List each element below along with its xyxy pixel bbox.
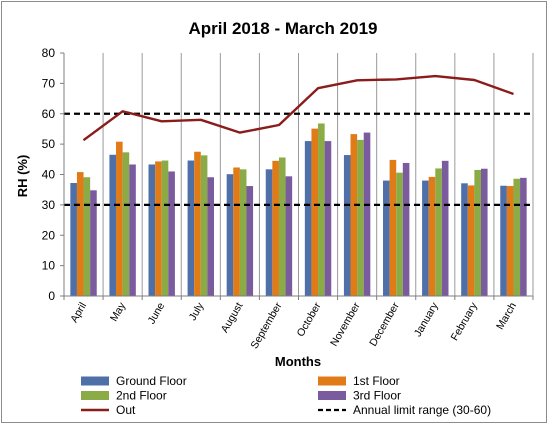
bar-3rd-floor-july (207, 177, 214, 296)
legend-label: Ground Floor (116, 374, 187, 388)
bar-2nd-floor-october (318, 123, 325, 296)
bar-2nd-floor-july (200, 155, 208, 296)
bar-2nd-floor-august (239, 169, 247, 296)
legend-label: 1st Floor (353, 374, 400, 388)
legend-label: 2nd Floor (116, 389, 167, 403)
bar-2nd-floor-november (357, 139, 364, 296)
y-tick-label: 50 (42, 137, 56, 151)
bar-2nd-floor-june (161, 160, 169, 296)
x-tick-label: August (219, 300, 246, 334)
y-tick-label: 20 (42, 228, 56, 242)
x-tick-label: September (248, 300, 284, 351)
bar-1st-floor-july (194, 151, 201, 296)
x-tick-label: March (494, 300, 519, 331)
y-tick-label: 10 (42, 259, 56, 273)
bar-2nd-floor-march (513, 178, 521, 296)
bar-3rd-floor-june (168, 171, 175, 296)
bar-2nd-floor-january (435, 168, 442, 296)
bar-1st-floor-november (350, 134, 358, 296)
x-tick-label: June (146, 300, 168, 326)
bar-3rd-floor-january (441, 160, 449, 296)
bar-3rd-floor-august (246, 186, 254, 296)
legend-label: Annual limit range (30-60) (353, 403, 491, 417)
bar-3rd-floor-december (402, 162, 410, 296)
chart-title: April 2018 - March 2019 (189, 19, 378, 38)
x-tick-label: May (108, 300, 129, 324)
bar-1st-floor-june (155, 161, 162, 296)
bar-ground-floor-march (500, 185, 507, 296)
y-tick-label: 70 (42, 76, 56, 90)
bar-ground-floor-july (187, 160, 195, 296)
bar-3rd-floor-april (90, 190, 97, 296)
bar-ground-floor-june (148, 164, 156, 296)
bar-1st-floor-september (272, 160, 279, 296)
axes (60, 52, 534, 300)
bar-1st-floor-april (76, 172, 84, 296)
y-tick-label: 80 (42, 46, 56, 60)
legend-label: 3rd Floor (353, 389, 401, 403)
bar-ground-floor-february (461, 183, 468, 296)
line-out (82, 74, 514, 142)
bar-3rd-floor-october (324, 141, 332, 296)
legend-swatch (318, 376, 346, 386)
bar-ground-floor-october (304, 141, 312, 296)
bar-ground-floor-april (70, 183, 77, 296)
x-tick-label: October (295, 300, 324, 339)
bar-ground-floor-september (265, 169, 273, 296)
grid (102, 53, 495, 296)
bar-1st-floor-march (506, 186, 514, 296)
bar-1st-floor-december (389, 159, 397, 296)
legend: Ground Floor 1st Floor 2nd Floor 3rd Floor O… (81, 374, 491, 417)
bar-ground-floor-august (226, 174, 234, 296)
bar-ground-floor-may (109, 154, 117, 296)
x-tick-label: January (412, 300, 441, 339)
x-axis-title: Months (275, 354, 321, 369)
x-tick-label: July (187, 300, 207, 323)
bar-2nd-floor-december (396, 172, 403, 296)
bar-1st-floor-february (467, 185, 475, 296)
y-tick-label: 30 (42, 198, 56, 212)
bar-ground-floor-january (422, 180, 429, 296)
legend-swatch (318, 391, 346, 400)
legend-swatch (81, 391, 109, 400)
bar-3rd-floor-september (285, 176, 293, 296)
x-tick-label: April (68, 301, 89, 325)
x-tick-label: February (449, 300, 481, 343)
bar-2nd-floor-september (278, 157, 286, 296)
bar-ground-floor-november (343, 155, 351, 296)
legend-swatch (81, 376, 109, 386)
bar-2nd-floor-april (83, 177, 91, 296)
x-tick-label: December (367, 300, 402, 348)
out-line-series (82, 74, 514, 142)
bar-3rd-floor-february (480, 168, 488, 296)
bar-3rd-floor-may (129, 164, 136, 296)
y-tick-label: 40 (42, 168, 56, 182)
bar-3rd-floor-november (363, 132, 371, 296)
reference-lines (64, 112, 533, 206)
bar-1st-floor-may (116, 141, 123, 296)
y-tick-label: 0 (48, 289, 55, 303)
x-tick-label: November (328, 300, 363, 348)
y-tick-labels: 0 10 20 30 40 50 60 70 80 (42, 46, 56, 303)
bars (70, 123, 527, 296)
y-tick-label: 60 (42, 107, 56, 121)
bar-1st-floor-october (311, 128, 319, 296)
y-axis-title: RH (%) (15, 155, 30, 198)
bar-ground-floor-december (383, 180, 390, 296)
bar-3rd-floor-march (520, 177, 527, 296)
x-tick-labels: April May June July August September October No… (68, 300, 519, 351)
bar-1st-floor-january (428, 176, 436, 296)
legend-label: Out (116, 403, 136, 417)
bar-2nd-floor-may (122, 152, 130, 296)
bar-1st-floor-august (233, 167, 240, 296)
bar-2nd-floor-february (474, 169, 481, 296)
